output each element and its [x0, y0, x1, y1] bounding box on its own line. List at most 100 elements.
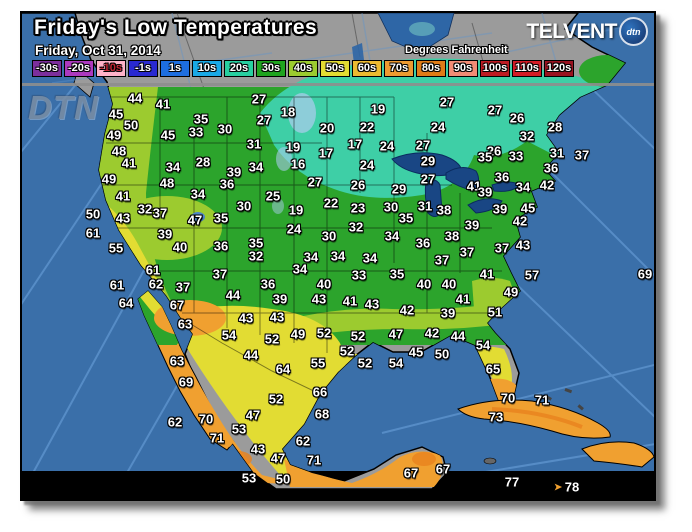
temp-label: 43: [250, 441, 266, 457]
temp-label: 34: [330, 248, 346, 264]
temp-label: 64: [118, 295, 134, 311]
temp-label: 44: [243, 347, 259, 363]
temp-label: 62: [148, 276, 164, 292]
temp-label: 67: [169, 297, 185, 313]
temp-label: 70: [198, 411, 214, 427]
temp-label: 34: [384, 228, 400, 244]
temp-label: 37: [212, 266, 228, 282]
date-label: Friday, Oct 31, 2014: [35, 43, 161, 58]
temp-label: 34: [190, 186, 206, 202]
temp-label: 39: [157, 226, 173, 242]
temp-label: 36: [543, 160, 559, 176]
temp-label: 49: [106, 127, 122, 143]
temp-label: 41: [115, 188, 131, 204]
brand-logo: TELVENT dtn: [526, 17, 648, 46]
temp-label: 65: [485, 361, 501, 377]
temp-label: 52: [316, 325, 332, 341]
arrow-icon: ➤: [553, 481, 563, 494]
temp-label: 31: [417, 198, 433, 214]
temp-label: 36: [213, 238, 229, 254]
temp-label: 40: [441, 276, 457, 292]
temp-label: 17: [318, 145, 334, 161]
temp-label: 73: [488, 409, 504, 425]
temp-label: 30: [217, 121, 233, 137]
page-title: Friday's Low Temperatures: [34, 16, 318, 39]
temp-label: 47: [187, 212, 203, 228]
temp-label: 27: [439, 94, 455, 110]
temp-label: 35: [193, 111, 209, 127]
temp-label: 37: [494, 240, 510, 256]
temp-label: 25: [265, 188, 281, 204]
temp-label: 36: [260, 276, 276, 292]
temp-label: 47: [388, 326, 404, 342]
temp-label: 36: [219, 176, 235, 192]
legend: -30s -20s -10s -1s 1s 10s 20s 30s 40s 50s 60s 70s 80…: [32, 60, 574, 77]
temp-label: 68: [314, 406, 330, 422]
temp-label: 47: [270, 450, 286, 466]
temp-label: 27: [415, 137, 431, 153]
temp-label: 27: [307, 174, 323, 190]
temp-label: 45: [520, 200, 536, 216]
temp-label: 27: [487, 102, 503, 118]
legend-item-10s: 10s: [192, 60, 222, 77]
temp-label: 63: [169, 353, 185, 369]
temp-label: 32: [519, 128, 535, 144]
temp-label: 78: [564, 479, 580, 495]
temp-label: 35: [389, 266, 405, 282]
temp-label: 32: [137, 201, 153, 217]
temp-label: 41: [466, 178, 482, 194]
temp-label: 24: [430, 119, 446, 135]
temp-label: 38: [444, 228, 460, 244]
temp-label: 42: [399, 302, 415, 318]
temp-label: 33: [351, 267, 367, 283]
temp-label: 32: [348, 219, 364, 235]
temp-label: 43: [238, 310, 254, 326]
temp-label: 32: [248, 248, 264, 264]
temp-label: 35: [477, 149, 493, 165]
temp-label: 35: [248, 235, 264, 251]
temp-label: 61: [145, 262, 161, 278]
temp-label: 44: [225, 287, 241, 303]
temp-label: 34: [248, 159, 264, 175]
temp-label: 37: [459, 244, 475, 260]
temp-label: 18: [280, 104, 296, 120]
temp-label: 36: [494, 169, 510, 185]
temp-label: 41: [121, 155, 137, 171]
temp-label: 47: [245, 407, 261, 423]
temp-label: 42: [539, 177, 555, 193]
temp-label: 35: [213, 210, 229, 226]
temp-label: 28: [195, 154, 211, 170]
temp-label: 52: [264, 331, 280, 347]
temp-label: 69: [178, 374, 194, 390]
temp-label: 44: [450, 328, 466, 344]
temp-label: 70: [500, 390, 516, 406]
temp-label: 16: [290, 156, 306, 172]
legend-item-120s: 120s: [544, 60, 574, 77]
temp-label: 62: [167, 414, 183, 430]
temp-label: 49: [503, 284, 519, 300]
temp-label: 71: [306, 452, 322, 468]
temp-label: 27: [256, 112, 272, 128]
temp-label: 30: [383, 199, 399, 215]
temp-label: 26: [350, 177, 366, 193]
temp-label: 34: [303, 249, 319, 265]
temp-label: 42: [424, 325, 440, 341]
temp-label: 52: [339, 343, 355, 359]
temp-label: 20: [319, 120, 335, 136]
temp-label: 54: [475, 337, 491, 353]
temp-label: 52: [357, 355, 373, 371]
temp-label: 55: [108, 240, 124, 256]
temp-label: 26: [509, 110, 525, 126]
temp-label: 37: [152, 205, 168, 221]
temp-label: 37: [175, 279, 191, 295]
legend-item-40s: 40s: [288, 60, 318, 77]
temp-label: 52: [350, 328, 366, 344]
temp-label: 41: [479, 266, 495, 282]
temp-label: 48: [111, 143, 127, 159]
temp-label: 34: [292, 261, 308, 277]
temp-label: 41: [342, 293, 358, 309]
temp-label: 43: [115, 210, 131, 226]
temp-label: 67: [403, 465, 419, 481]
temp-label: 39: [440, 305, 456, 321]
temp-label: 37: [434, 252, 450, 268]
